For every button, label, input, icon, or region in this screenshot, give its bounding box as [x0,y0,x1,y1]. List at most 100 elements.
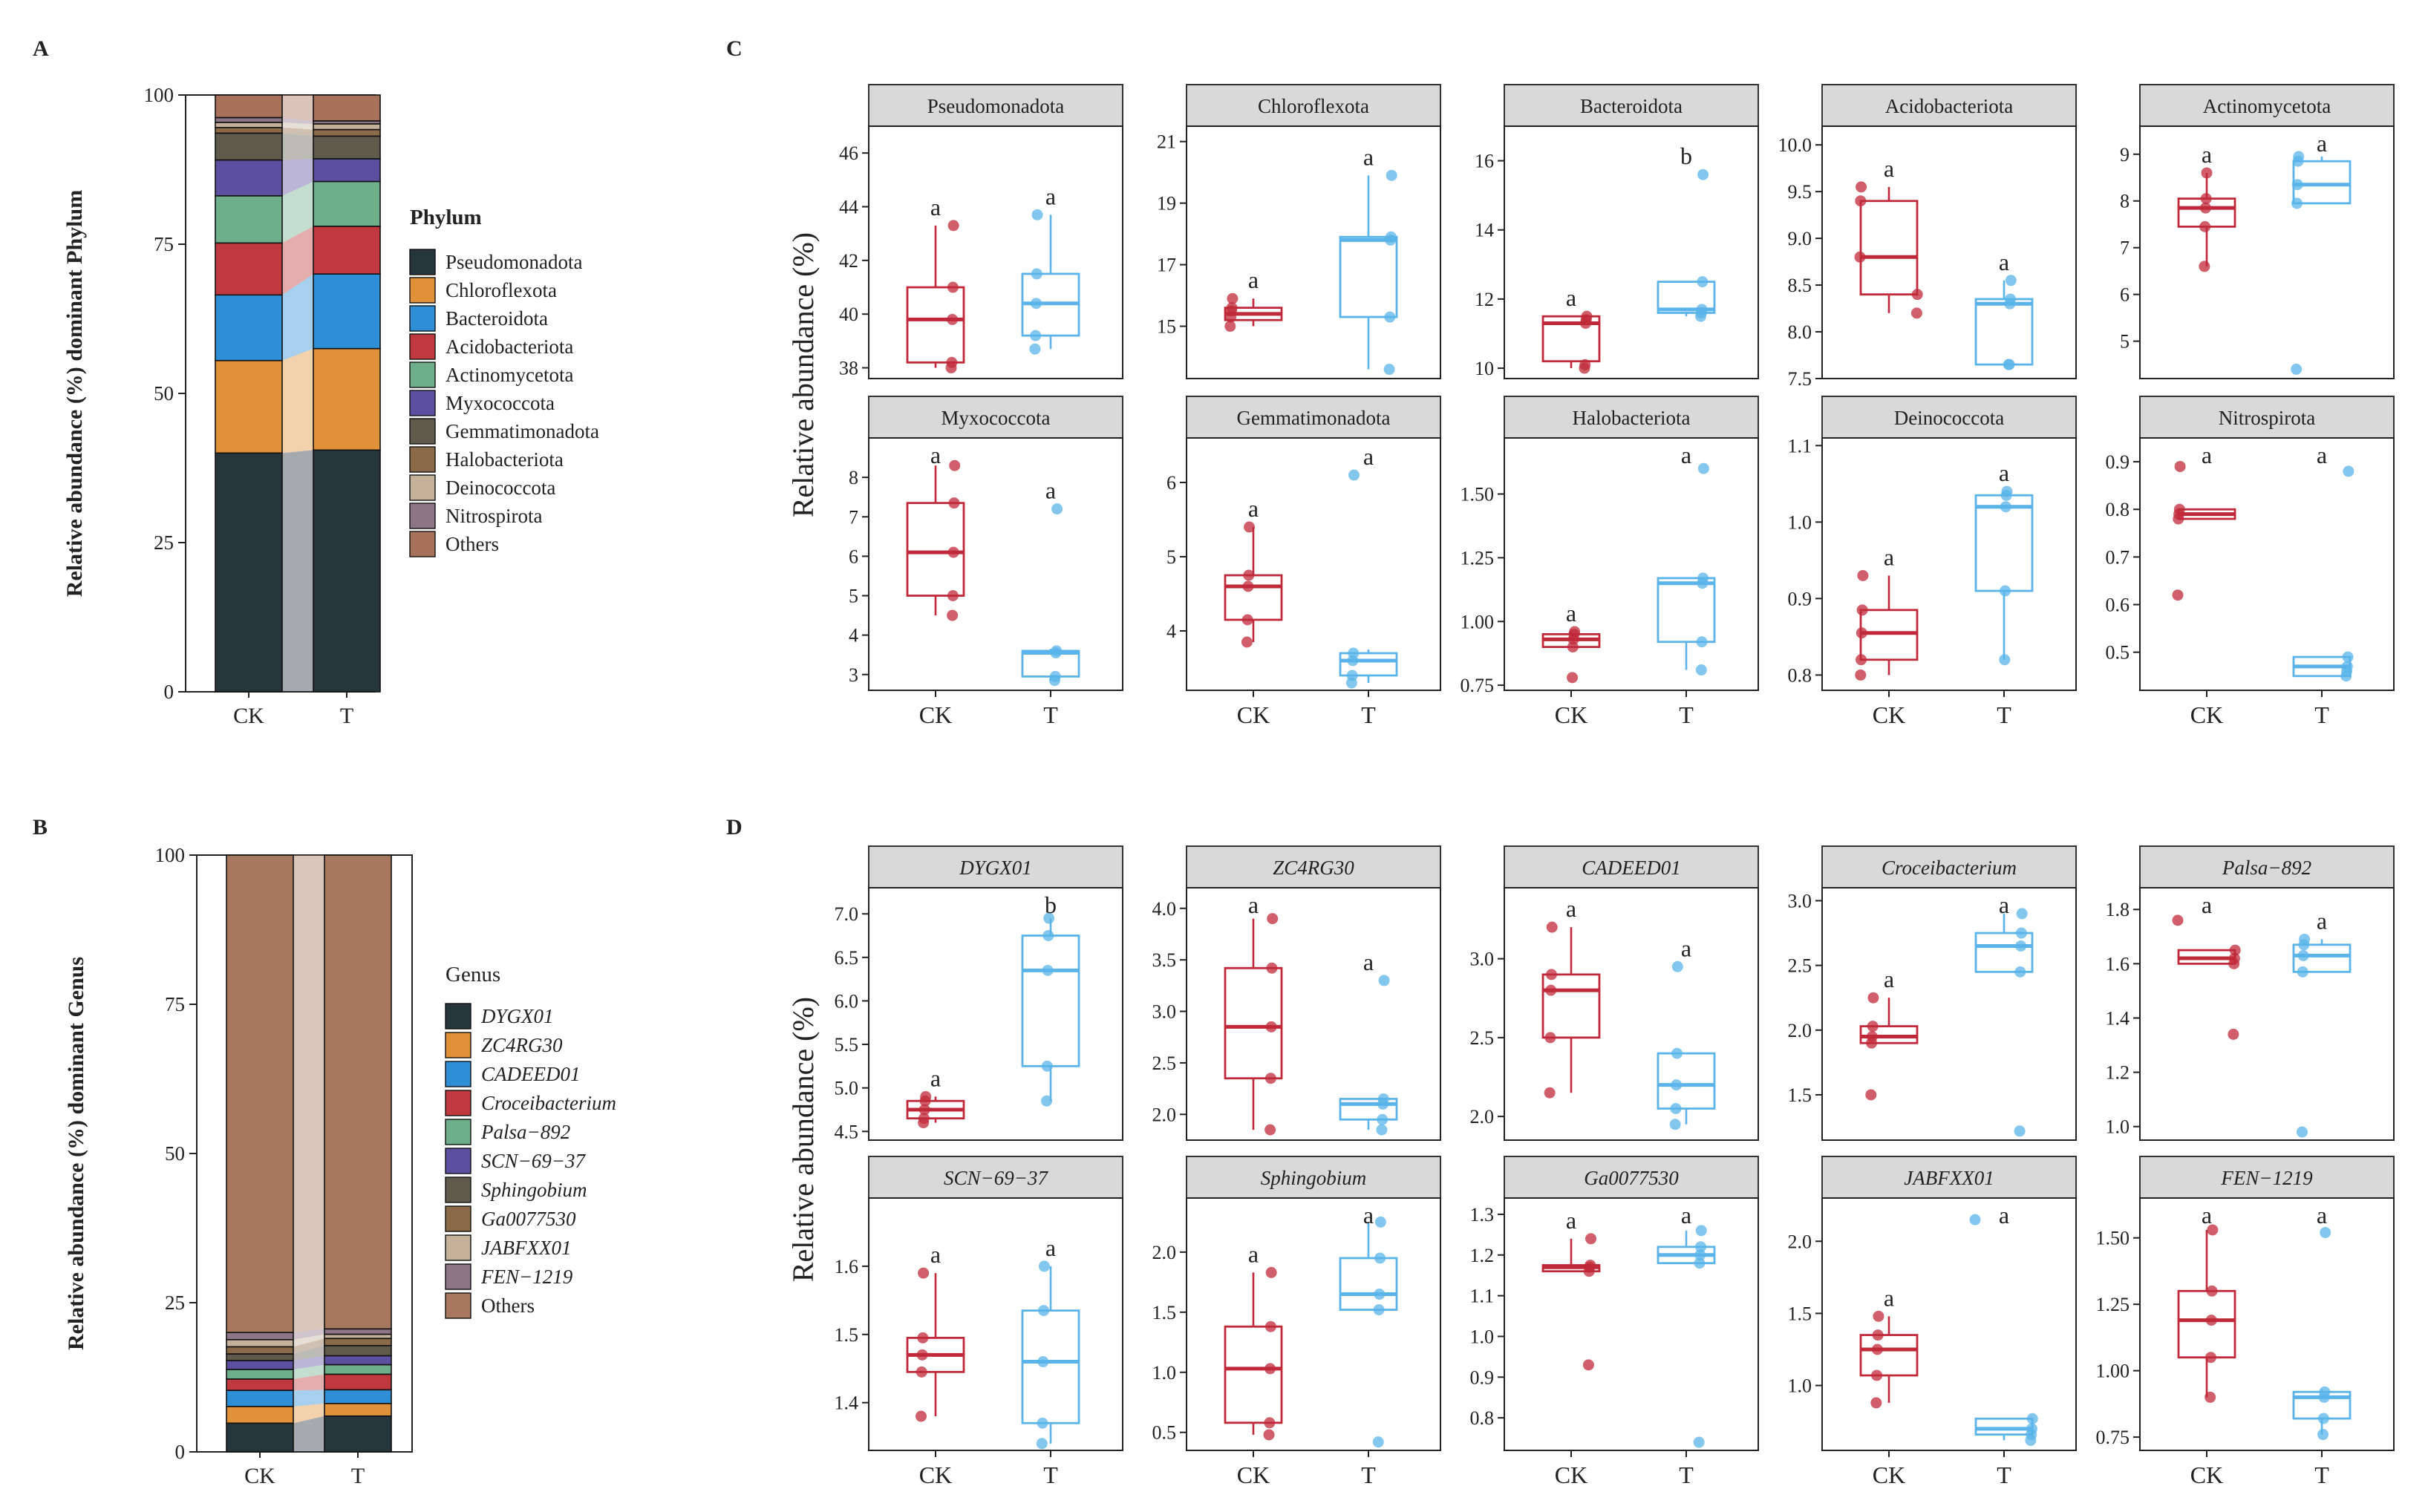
box-t [1974,908,2034,1137]
y-tick-label: 6.5 [835,947,859,969]
data-point [1376,1124,1388,1136]
legend-swatch-ga0077530 [445,1205,471,1232]
flow-others [293,855,324,1333]
facet-title: FEN−1219 [2220,1167,2313,1189]
data-point [2016,908,2028,920]
data-point [2205,1352,2216,1364]
x-tick-label-t: T [1679,1462,1694,1488]
data-point [2005,293,2017,305]
facet-title: SCN−69−37 [944,1167,1048,1189]
y-tick-label: 0.6 [2106,595,2130,616]
significance-letter-t: a [1363,949,1374,975]
bar-segment-ck-palsa-892 [226,1369,294,1380]
facet-title: JABFXX01 [1904,1167,1994,1189]
significance-letter-ck: a [930,1064,941,1091]
y-tick-label: 15 [1157,316,1176,338]
data-point [1266,962,1278,974]
y-tick-label: 42 [839,250,858,272]
data-point [2228,952,2240,964]
plot-frame [1821,887,2077,1141]
facet-title: Actinomycetota [2203,95,2331,117]
significance-letter-ck: a [1884,966,1894,992]
legend-swatch-halobacteriota [409,446,436,473]
y-tick-label: 0.9 [1788,588,1812,609]
y-tick-label: 0.9 [1470,1367,1495,1388]
y-tick-label: 6 [2120,284,2130,306]
facet-title: DYGX01 [959,857,1032,879]
y-tick-label: 1.25 [2096,1294,2130,1315]
legend-swatch-croceibacterium [445,1090,471,1116]
plot-frame [1821,1197,2077,1451]
significance-letter-ck: a [2202,442,2212,468]
y-tick-label: 2.0 [1470,1106,1495,1128]
box-t [1657,960,1716,1130]
box-t [1021,912,1080,1107]
y-axis-title: Relative abundance (%) [786,997,820,1282]
bar-segment-ck-cadeed01 [226,1390,294,1407]
data-point [1031,209,1043,220]
facet-actinomycetota: Actinomycetota 5 6 7 8 9 a a [2120,84,2395,379]
facet-myxococcota: Myxococcota 3 4 5 6 7 8 a CK a T [849,396,1123,728]
data-point [1695,664,1707,676]
data-point [1373,1304,1385,1316]
box-iqr [1657,577,1716,644]
y-tick-label: 44 [839,197,858,218]
box-ck [1224,1266,1283,1441]
y-tick-label: 1.5 [1152,1302,1177,1323]
x-tick-label-ck: CK [1555,701,1587,728]
x-tick-label-ck: CK [244,1464,275,1488]
panel-label-a: A [33,36,49,61]
box-iqr [1339,1257,1398,1311]
facet-strip [1821,1156,2077,1199]
legend-swatch-chloroflexota [409,277,436,304]
data-point [1871,1369,1883,1381]
flow-deinococcota [282,122,313,130]
bar-segment-t-ga0077530 [324,1338,392,1346]
data-point [1241,636,1253,648]
y-tick-label: 1.00 [2096,1361,2130,1382]
y-tick-label: 6 [1166,472,1176,494]
data-point [2296,1126,2308,1138]
legend-swatch-gemmatimonadota [409,418,436,445]
data-point [1041,1095,1053,1107]
data-point [2206,1285,2218,1297]
significance-letter-t: a [1681,935,1691,961]
legend-title: Genus [446,963,500,986]
panel-label-d: D [726,815,743,840]
data-point [946,356,958,368]
data-point [1697,276,1709,288]
data-point [2172,914,2184,926]
plot-frame [1504,437,1759,691]
facet-strip [868,845,1123,888]
box-ck [1854,181,1923,319]
x-tick-label-t: T [340,704,353,728]
data-point [1264,1320,1276,1332]
facet-title: CADEED01 [1582,857,1680,879]
y-tick-label: 0.75 [2096,1427,2130,1448]
significance-letter-t: a [2317,130,2327,157]
box-iqr [906,286,965,364]
data-point [2320,1227,2331,1239]
facet-acidobacteriota: Acidobacteriota 7.5 8.0 8.5 9.0 9.5 10.0 a a [1778,84,2077,390]
y-tick-label: 3.0 [1470,949,1495,970]
y-tick-label: 0.8 [2106,499,2130,520]
plot-frame [868,437,1123,691]
data-point [1856,604,1868,616]
y-tick-label: 1.6 [2106,953,2130,975]
facet-cadeed01: CADEED01 2.0 2.5 3.0 a a [1470,845,1759,1141]
box-iqr [1541,973,1601,1039]
y-tick-label: 4 [849,625,858,647]
facet-title: Deinococcota [1894,407,2004,429]
significance-letter-t: a [1999,459,2009,486]
bar-segment-t-dygx01 [324,1415,392,1453]
data-point [1854,251,1866,263]
legend-label-scn-69-37: SCN−69−37 [481,1150,586,1172]
y-axis-title: Relative abundance (%) dominant Phylum [62,190,87,597]
x-tick-label-ck: CK [1555,1462,1587,1488]
data-point [1870,1397,1882,1409]
y-tick-label: 2.5 [1470,1027,1495,1049]
data-point [1031,268,1042,280]
box-t [1974,485,2034,666]
x-tick-label-t: T [1361,1462,1376,1488]
data-point [1030,330,1042,341]
